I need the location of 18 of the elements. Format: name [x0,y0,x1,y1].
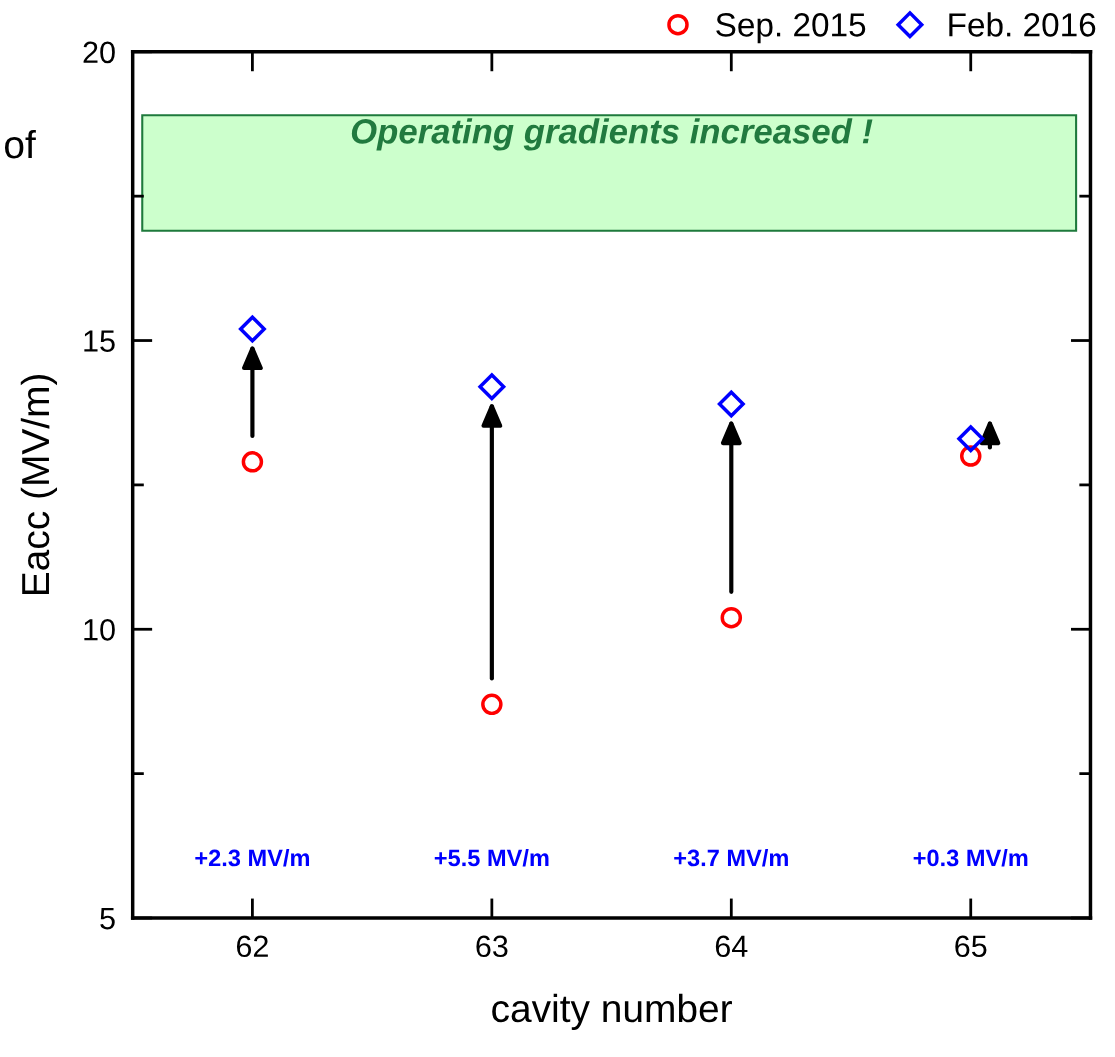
annotation: +5.5 MV/m [434,848,549,867]
x-tick-label: 64 [715,935,748,958]
band-label: Operating gradients increased ! [351,118,873,151]
y-axis-title: Eacc (MV/m) [20,374,58,595]
legend-label: Feb. 2016 [949,12,1096,37]
x-tick-label: 65 [955,935,987,958]
text: of [4,129,36,159]
x-axis-title: cavity number [492,993,732,1030]
annotation: +3.7 MV/m [674,848,788,867]
y-tick-label: 5 [100,908,115,930]
y-tick-label: 15 [84,330,115,352]
y-tick-label: 10 [84,619,115,641]
annotation: +2.3 MV/m [195,848,310,867]
legend-label: Sep. 2015 [716,13,866,44]
x-tick-label: 62 [236,935,268,958]
annotation: +0.3 MV/m [913,848,1028,867]
x-tick-label: 63 [476,935,508,958]
y-tick-label: 20 [83,41,115,64]
